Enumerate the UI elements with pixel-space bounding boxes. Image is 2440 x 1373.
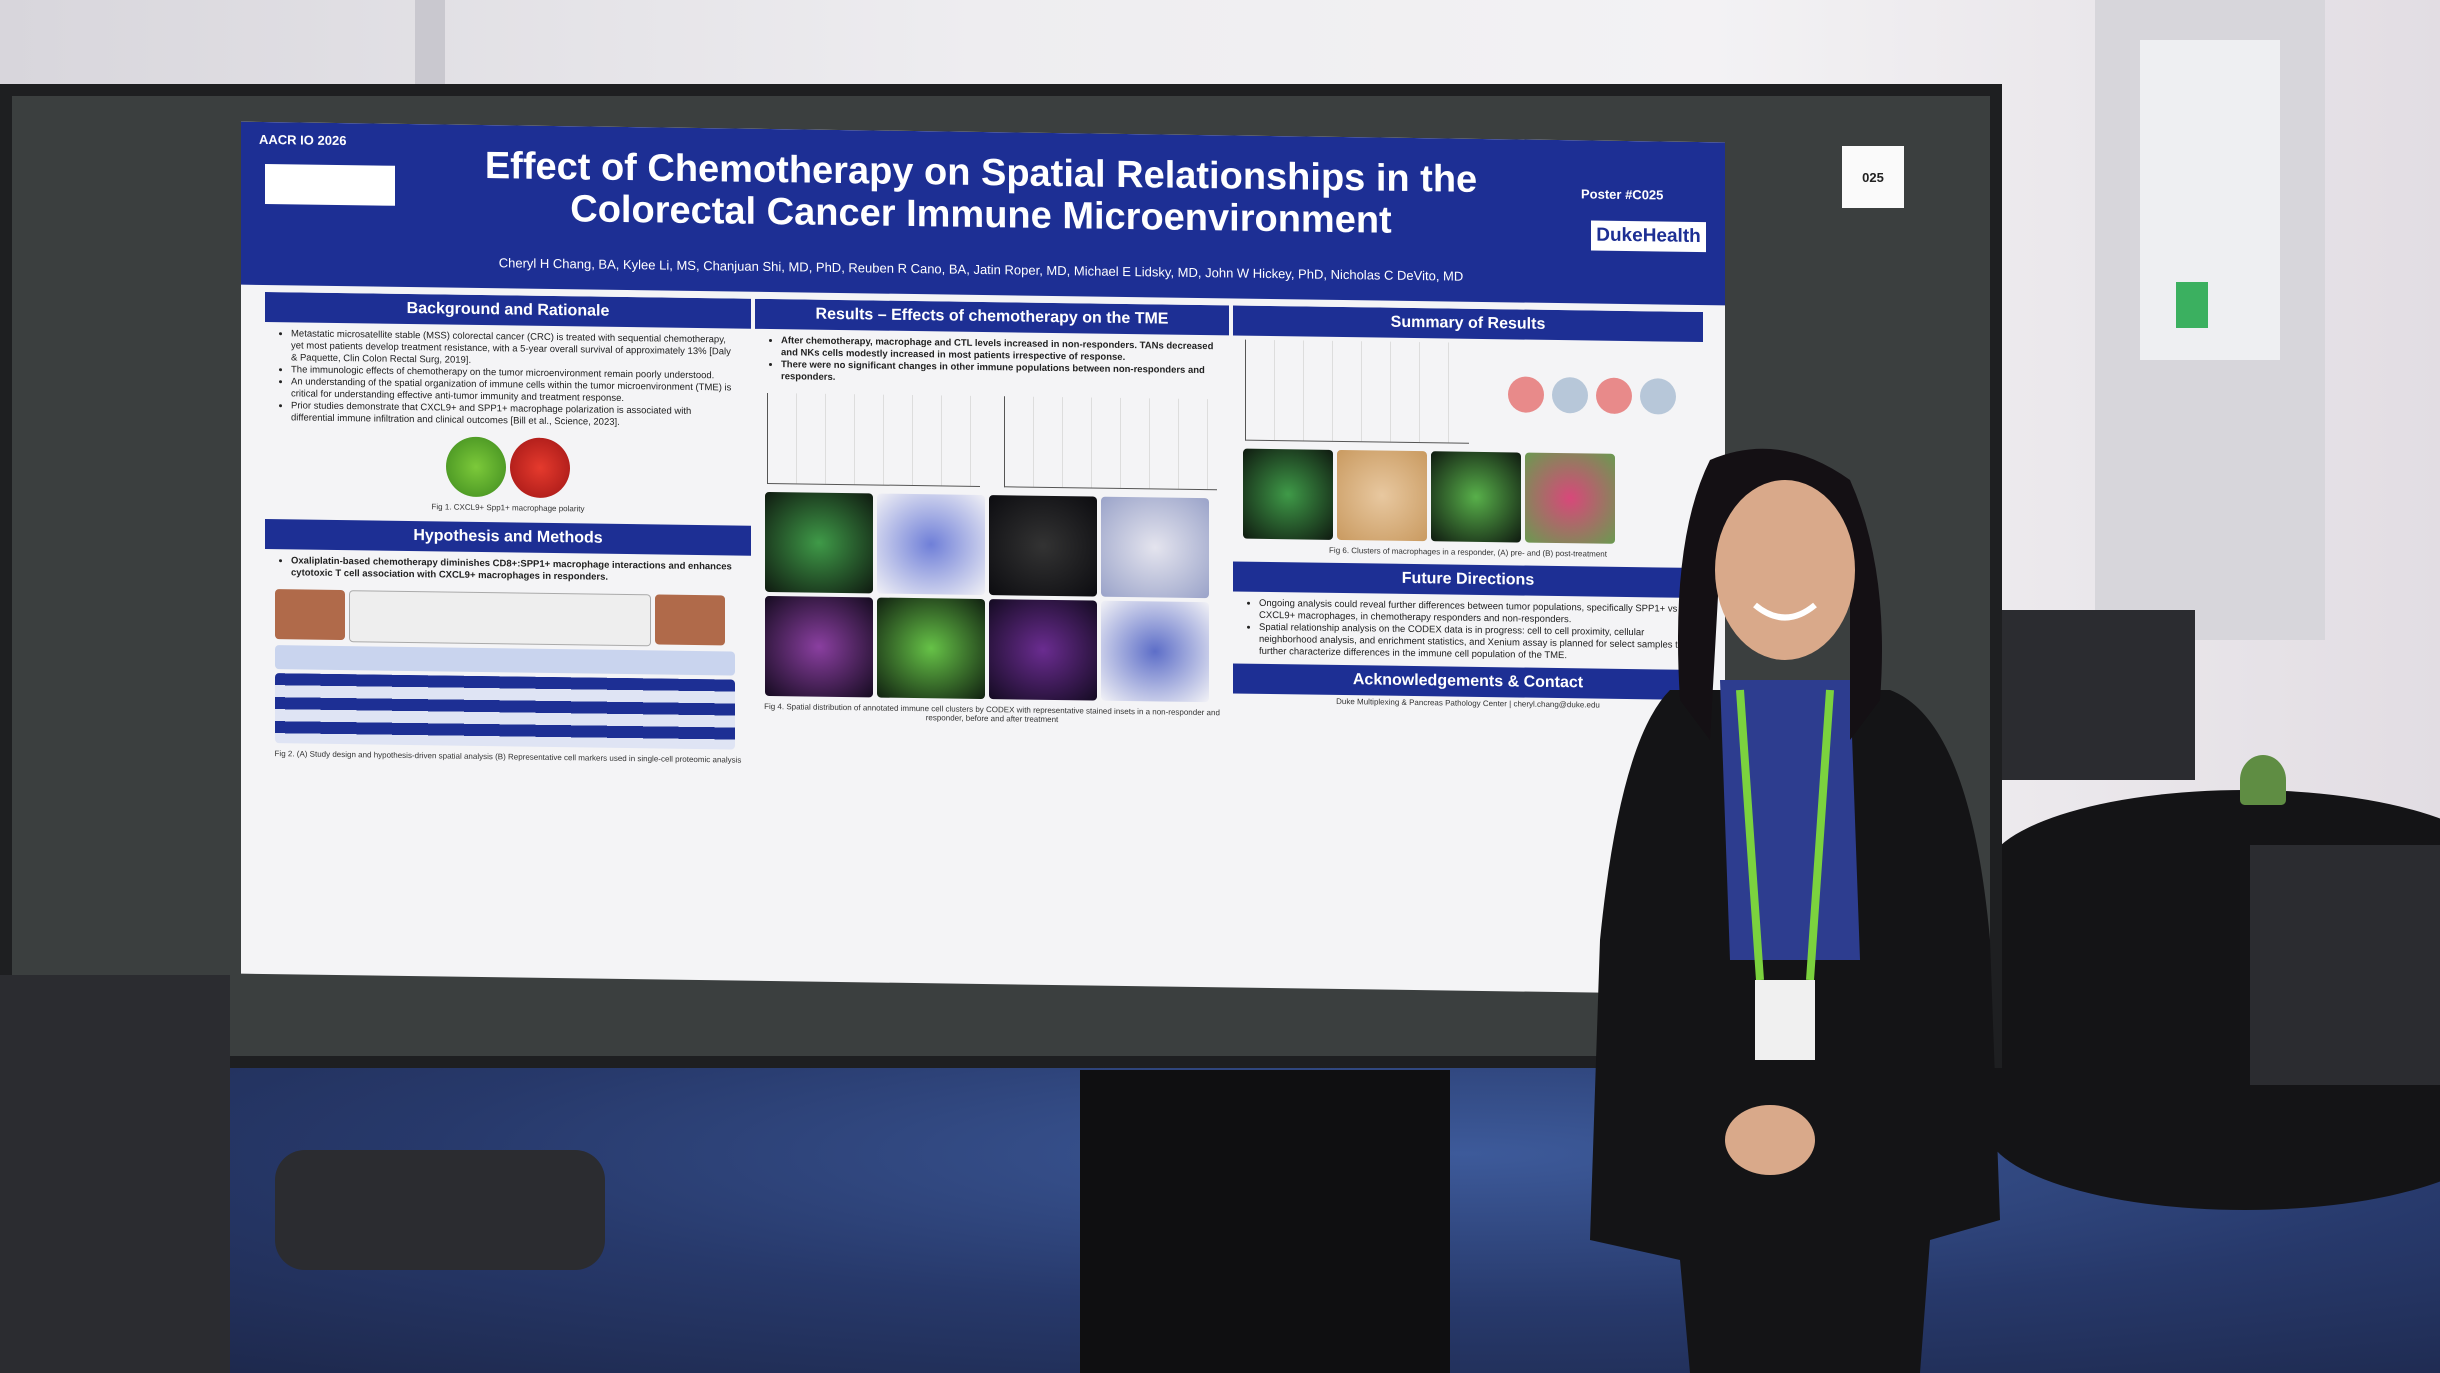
poster-title: Effect of Chemotherapy on Spatial Relati… <box>484 145 1478 242</box>
authors: Cheryl H Chang, BA, Kylee Li, MS, Chanju… <box>498 255 1464 284</box>
column-middle: Results – Effects of chemotherapy on the… <box>755 298 1229 976</box>
pillar <box>415 0 445 90</box>
back-chairs <box>1975 610 2195 780</box>
section-body: After chemotherapy, macrophage and CTL l… <box>755 329 1229 396</box>
chair <box>0 975 230 1373</box>
duke-logo: DukeHealth <box>1591 220 1706 253</box>
chair <box>275 1150 605 1270</box>
conference: AACR IO 2026 <box>259 131 347 149</box>
chair <box>2250 845 2440 1085</box>
column-left: Background and Rationale Metastatic micr… <box>265 291 751 969</box>
section-body: Metastatic microsatellite stable (MSS) c… <box>265 322 751 437</box>
macrophage-icon <box>446 436 506 498</box>
door-window <box>2140 40 2280 360</box>
poster-header: AACR IO 2026 Effect of Chemotherapy on S… <box>241 121 1725 306</box>
codex-images <box>755 488 1229 707</box>
person-behind-board <box>1080 1070 1450 1373</box>
plant <box>2240 755 2286 805</box>
board-number: 025 <box>1842 146 1904 208</box>
macrophage-icon <box>510 437 570 499</box>
poster-number: Poster #C025 <box>1581 186 1664 203</box>
bullet: Oxaliplatin-based chemotherapy diminishe… <box>291 555 737 585</box>
exit-sign <box>2176 282 2208 328</box>
person <box>1590 448 2000 1373</box>
university-logo <box>265 163 395 206</box>
bullet: Prior studies demonstrate that CXCL9+ an… <box>291 400 737 430</box>
bullet: There were no significant changes in oth… <box>781 359 1215 389</box>
bullet: Metastatic microsatellite stable (MSS) c… <box>291 328 737 370</box>
methods-diagram <box>265 585 751 754</box>
poster: AACR IO 2026 Effect of Chemotherapy on S… <box>241 121 1725 995</box>
